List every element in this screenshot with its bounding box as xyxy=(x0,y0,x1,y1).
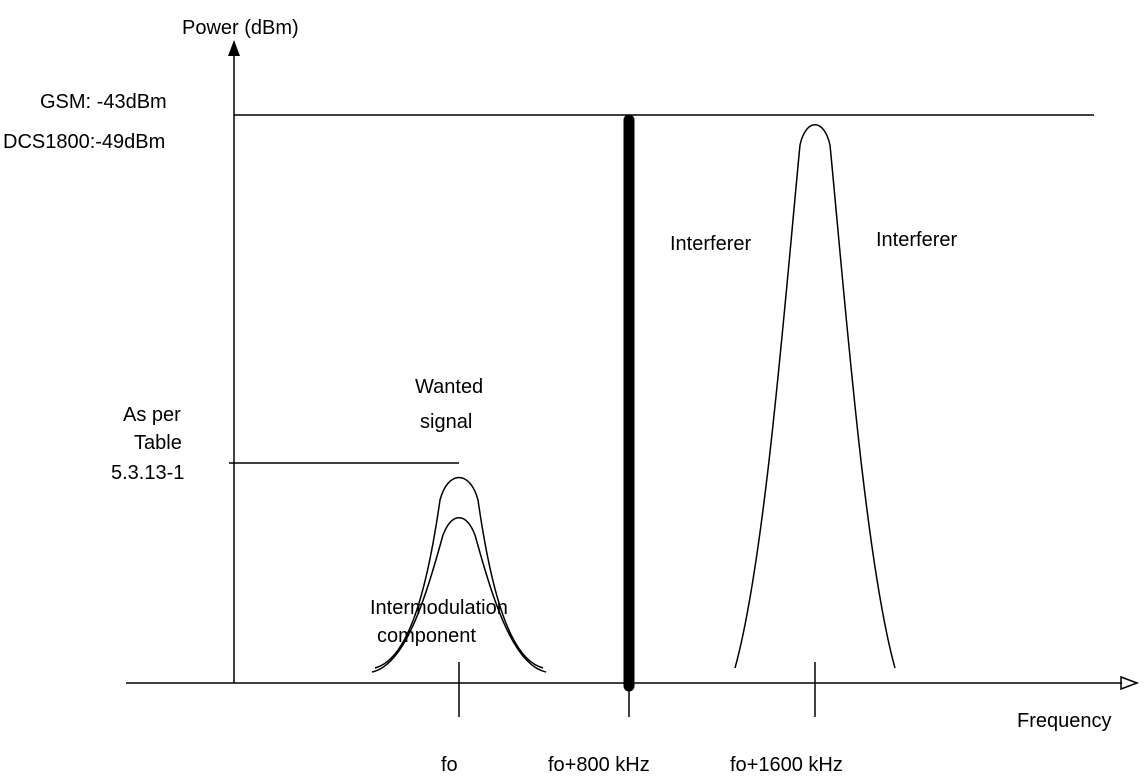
x-axis-label: Frequency xyxy=(1017,710,1112,732)
freq-label-f1600: fo+1600 kHz xyxy=(730,754,843,776)
modulated-interferer-curve xyxy=(734,124,896,669)
intermodulation-curve xyxy=(371,517,547,673)
modulated-interferer-label: Interferer xyxy=(876,229,957,251)
upper-level-label-gsm: GSM: -43dBm xyxy=(40,91,167,113)
intermod-label-2: component xyxy=(377,625,476,647)
x-axis-arrow xyxy=(1120,675,1140,691)
wanted-signal-label-2: signal xyxy=(420,411,472,433)
wanted-signal-label-1: Wanted xyxy=(415,376,483,398)
wanted-level-label-2: Table xyxy=(134,432,182,454)
upper-level-label-dcs: DCS1800:-49dBm xyxy=(3,131,165,153)
freq-label-f0: fo xyxy=(441,754,458,776)
wanted-level-label-1: As per xyxy=(123,404,181,426)
freq-label-f800: fo+800 kHz xyxy=(548,754,650,776)
y-axis-label: Power (dBm) xyxy=(182,17,299,39)
y-axis-arrow xyxy=(228,40,240,56)
cw-interferer-label: Interferer xyxy=(670,233,751,255)
intermod-label-1: Intermodulation xyxy=(370,597,508,619)
wanted-signal-curve xyxy=(374,476,544,669)
wanted-level-label-3: 5.3.13-1 xyxy=(111,462,184,484)
